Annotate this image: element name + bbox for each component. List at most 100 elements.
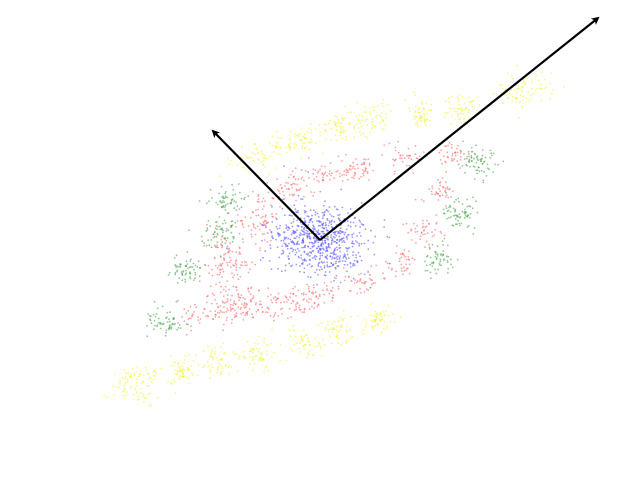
data-point: [200, 235, 203, 238]
data-point: [220, 365, 223, 367]
data-point: [317, 229, 320, 232]
data-point: [310, 191, 312, 193]
data-point: [437, 268, 439, 271]
data-point: [417, 119, 419, 122]
data-point: [415, 105, 417, 108]
data-point: [179, 367, 182, 370]
data-point: [221, 201, 224, 204]
data-point: [380, 316, 383, 318]
data-point: [390, 268, 393, 271]
data-point: [206, 314, 209, 317]
data-point: [302, 329, 305, 332]
data-point: [337, 230, 340, 233]
data-point: [543, 87, 546, 90]
data-point: [439, 230, 442, 233]
data-point: [254, 233, 257, 236]
data-point: [425, 119, 428, 121]
data-point: [408, 263, 411, 266]
data-point: [133, 374, 136, 377]
data-point: [332, 326, 335, 329]
data-point: [231, 272, 233, 275]
data-point: [251, 359, 254, 362]
data-point: [359, 278, 362, 280]
data-point: [209, 368, 212, 370]
data-point: [336, 170, 339, 172]
data-point: [231, 294, 233, 297]
data-point: [220, 185, 223, 188]
data-point: [237, 306, 240, 309]
data-point: [198, 280, 201, 283]
data-point: [252, 223, 255, 226]
data-point: [446, 259, 449, 262]
data-point: [220, 201, 223, 204]
data-point: [331, 237, 334, 240]
data-point: [283, 165, 286, 168]
data-point: [193, 279, 196, 281]
data-point: [305, 184, 308, 187]
data-point: [262, 163, 265, 166]
data-point: [414, 94, 417, 97]
data-point: [276, 178, 279, 181]
data-point: [246, 314, 249, 316]
data-point: [308, 263, 311, 265]
data-point: [233, 353, 236, 356]
data-point: [539, 87, 541, 90]
data-point: [257, 151, 260, 154]
data-point: [330, 215, 333, 217]
data-point: [225, 301, 228, 304]
data-point: [237, 214, 239, 216]
data-point: [446, 186, 449, 188]
data-point: [407, 231, 410, 234]
data-point: [307, 215, 310, 218]
data-point: [353, 171, 356, 174]
data-point: [303, 348, 305, 350]
data-point: [246, 340, 249, 343]
data-point: [516, 88, 519, 91]
data-point: [317, 341, 320, 344]
data-point: [450, 196, 452, 198]
data-point: [447, 209, 450, 212]
data-point: [356, 235, 358, 237]
data-point: [179, 266, 181, 268]
data-point: [155, 372, 158, 375]
data-point: [549, 98, 551, 100]
data-point: [311, 221, 314, 223]
data-point: [125, 391, 128, 393]
data-point: [338, 258, 341, 260]
data-point: [301, 241, 303, 244]
data-point: [327, 320, 329, 323]
data-point: [297, 135, 300, 138]
data-point: [330, 174, 332, 177]
data-point: [249, 299, 252, 301]
data-point: [473, 157, 475, 160]
data-point: [178, 324, 181, 326]
data-point: [198, 200, 201, 203]
data-point: [235, 201, 238, 204]
data-point: [249, 363, 251, 365]
data-point: [221, 311, 224, 313]
data-point: [457, 100, 460, 103]
data-point: [372, 169, 374, 172]
data-point: [369, 314, 372, 317]
data-point: [346, 253, 349, 256]
data-point: [302, 246, 305, 249]
data-point: [227, 366, 230, 369]
data-point: [356, 292, 359, 295]
data-point: [126, 380, 129, 383]
data-point: [301, 147, 304, 150]
data-point: [331, 286, 334, 289]
data-point: [326, 254, 329, 256]
data-point: [418, 111, 421, 114]
data-point: [316, 231, 319, 234]
data-point: [357, 120, 360, 122]
data-point: [309, 255, 311, 257]
data-point: [159, 327, 162, 330]
data-point: [317, 304, 320, 306]
red-cluster: [382, 245, 416, 278]
data-point: [424, 260, 426, 263]
data-point: [353, 175, 356, 177]
data-point: [384, 314, 386, 316]
data-point: [422, 108, 425, 111]
data-point: [440, 253, 443, 255]
data-point: [243, 350, 245, 353]
